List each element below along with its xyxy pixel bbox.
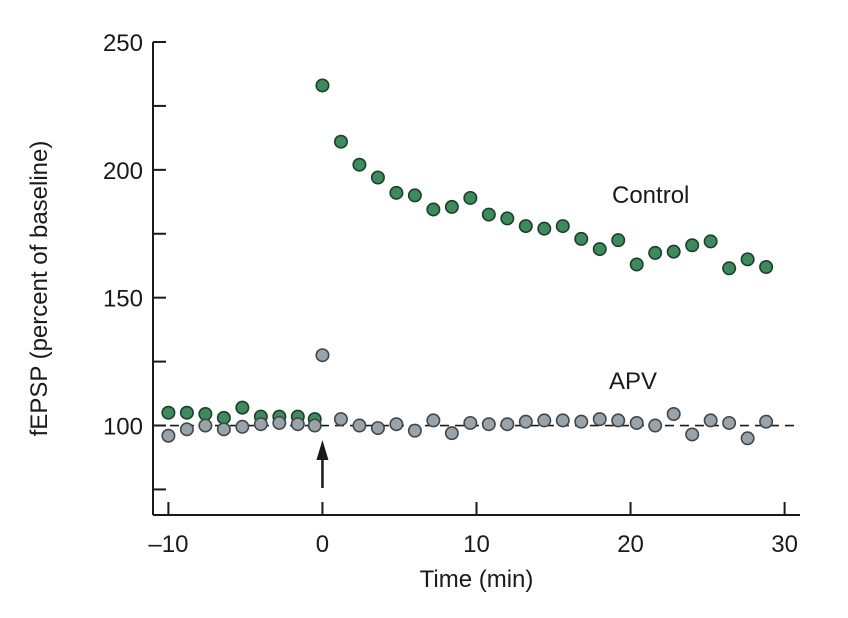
- apv-point: [592, 412, 607, 427]
- x-tick-label-0: 0: [316, 531, 329, 558]
- apv-point: [370, 421, 385, 436]
- apv-point: [574, 414, 589, 429]
- control-series-label: Control: [612, 182, 689, 209]
- apv-point: [272, 415, 287, 430]
- apv-point: [629, 415, 644, 430]
- apv-point: [518, 414, 533, 429]
- apv-point: [290, 417, 305, 432]
- control-point: [161, 405, 176, 420]
- y-tick-label-200: 200: [103, 158, 143, 185]
- control-point: [537, 221, 552, 236]
- apv-point: [161, 428, 176, 443]
- apv-point: [722, 415, 737, 430]
- control-point: [685, 238, 700, 253]
- apv-point: [179, 422, 194, 437]
- control-point: [370, 170, 385, 185]
- control-point: [315, 78, 330, 93]
- apv-point: [759, 414, 774, 429]
- control-point: [722, 261, 737, 276]
- y-tick-label-100: 100: [103, 414, 143, 441]
- x-tick-label-30: 30: [771, 531, 798, 558]
- control-point: [592, 242, 607, 257]
- apv-point: [389, 417, 404, 432]
- control-point: [648, 245, 663, 260]
- control-point: [500, 211, 515, 226]
- y-tick-label-250: 250: [103, 30, 143, 57]
- apv-point: [666, 407, 681, 422]
- apv-point: [481, 417, 496, 432]
- apv-point: [537, 413, 552, 428]
- apv-point: [253, 417, 268, 432]
- apv-point: [648, 418, 663, 433]
- y-tick-label-150: 150: [103, 286, 143, 313]
- series-labels: Control APV: [609, 182, 689, 395]
- y-axis-title: fEPSP (percent of baseline): [26, 141, 53, 437]
- stimulus-arrow-head: [316, 440, 329, 460]
- data-points: [161, 78, 774, 446]
- series-apv: [161, 348, 774, 446]
- control-point: [407, 188, 422, 203]
- control-point: [198, 407, 213, 422]
- axes: 100 150 200 250 –10 0 10 20 30: [103, 30, 800, 558]
- apv-point: [216, 422, 231, 437]
- control-point: [352, 157, 367, 172]
- series-control: [161, 78, 774, 427]
- apv-point: [685, 427, 700, 442]
- control-point: [333, 134, 348, 149]
- control-point: [179, 405, 194, 420]
- apv-point: [352, 418, 367, 433]
- apv-point: [307, 418, 322, 433]
- apv-point: [740, 431, 755, 446]
- apv-point: [463, 415, 478, 430]
- stimulus-arrow: [316, 440, 329, 488]
- control-point: [389, 185, 404, 200]
- control-point: [574, 231, 589, 246]
- apv-point: [198, 418, 213, 433]
- apv-point: [333, 412, 348, 427]
- control-point: [611, 233, 626, 248]
- control-point: [703, 234, 718, 249]
- control-point: [759, 259, 774, 274]
- apv-point: [426, 413, 441, 428]
- apv-point: [407, 423, 422, 438]
- x-tick-label--10: –10: [148, 531, 188, 558]
- apv-point: [703, 413, 718, 428]
- control-point: [481, 207, 496, 222]
- control-point: [666, 244, 681, 259]
- control-point: [426, 202, 441, 217]
- apv-point: [611, 413, 626, 428]
- control-point: [444, 199, 459, 214]
- apv-point: [444, 426, 459, 441]
- apv-point: [555, 413, 570, 428]
- apv-point: [500, 417, 515, 432]
- control-point: [235, 400, 250, 415]
- control-point: [463, 190, 478, 205]
- control-point: [216, 410, 231, 425]
- x-tick-label-10: 10: [463, 531, 490, 558]
- control-point: [518, 219, 533, 234]
- apv-point: [315, 348, 330, 363]
- x-axis-title: Time (min): [420, 566, 534, 593]
- control-point: [740, 252, 755, 267]
- apv-series-label: APV: [609, 368, 657, 395]
- control-point: [629, 257, 644, 272]
- x-tick-label-20: 20: [617, 531, 644, 558]
- apv-point: [235, 419, 250, 434]
- control-point: [555, 219, 570, 234]
